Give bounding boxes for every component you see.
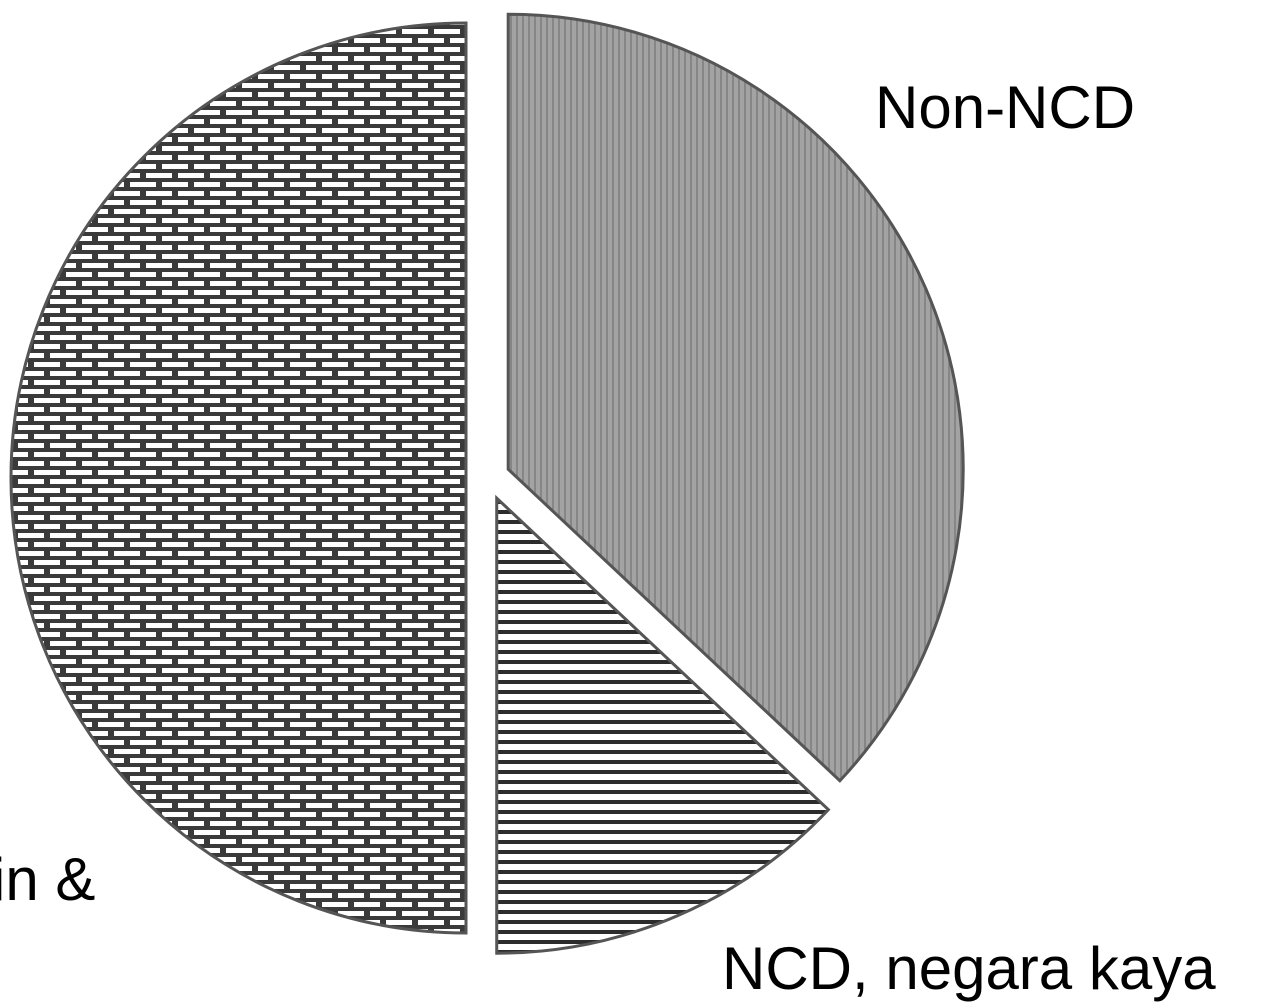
pie-slice-ncd-negara-kaya xyxy=(495,494,831,955)
pie-slice-in xyxy=(9,21,468,935)
pie-slice-non-ncd xyxy=(506,12,965,783)
slice-label-left: in & xyxy=(0,846,95,913)
slice-label-ncd-negara-kaya: NCD, negara kaya xyxy=(722,935,1216,1002)
slice-label-non-ncd: Non-NCD xyxy=(875,74,1135,141)
pie-slices xyxy=(9,12,965,955)
